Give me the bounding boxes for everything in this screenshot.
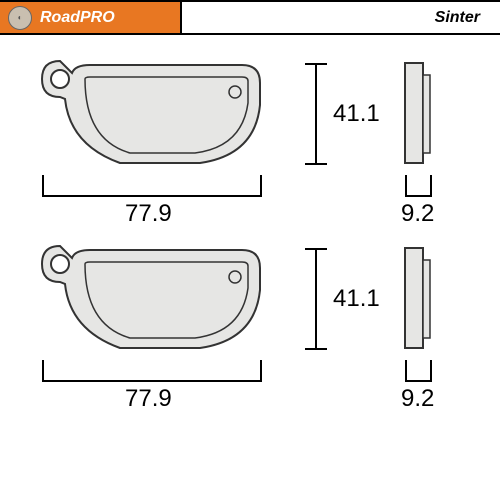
dim-tick — [42, 360, 44, 382]
width-value: 77.9 — [125, 385, 172, 413]
pad-row: 77.9 41.1 9.2 — [30, 240, 480, 415]
thickness-value: 9.2 — [401, 200, 434, 228]
thickness-icon — [395, 240, 445, 370]
header-bar: ◐ RoadPRO Sinter — [0, 0, 500, 35]
material-label: Sinter — [435, 9, 480, 27]
dim-tick — [405, 175, 407, 197]
header-right: Sinter — [180, 2, 500, 33]
dim-tick — [430, 360, 432, 382]
header-left: ◐ RoadPRO — [0, 2, 180, 33]
dim-tick — [405, 360, 407, 382]
dim-line — [405, 380, 432, 382]
height-value: 41.1 — [333, 285, 380, 313]
pad-side-view: 41.1 9.2 — [285, 240, 465, 415]
dim-tick — [42, 175, 44, 197]
dim-tick — [260, 360, 262, 382]
pad-front-view: 77.9 — [30, 55, 285, 230]
dim-line — [42, 195, 262, 197]
pad-front-view: 77.9 — [30, 240, 285, 415]
thickness-icon — [395, 55, 445, 185]
dim-line — [315, 63, 317, 165]
dim-line — [405, 195, 432, 197]
brand-name: RoadPRO — [40, 9, 115, 27]
thickness-value: 9.2 — [401, 385, 434, 413]
pad-row: 77.9 41.1 9.2 — [30, 55, 480, 230]
brake-pad-icon — [30, 240, 270, 370]
brand-logo-icon: ◐ — [8, 6, 32, 30]
diagram-area: 77.9 41.1 9.2 — [0, 35, 500, 435]
dim-line — [315, 248, 317, 350]
dim-tick — [430, 175, 432, 197]
height-value: 41.1 — [333, 100, 380, 128]
dim-tick — [260, 175, 262, 197]
pad-side-view: 41.1 9.2 — [285, 55, 465, 230]
dim-line — [42, 380, 262, 382]
brake-pad-icon — [30, 55, 270, 185]
width-value: 77.9 — [125, 200, 172, 228]
